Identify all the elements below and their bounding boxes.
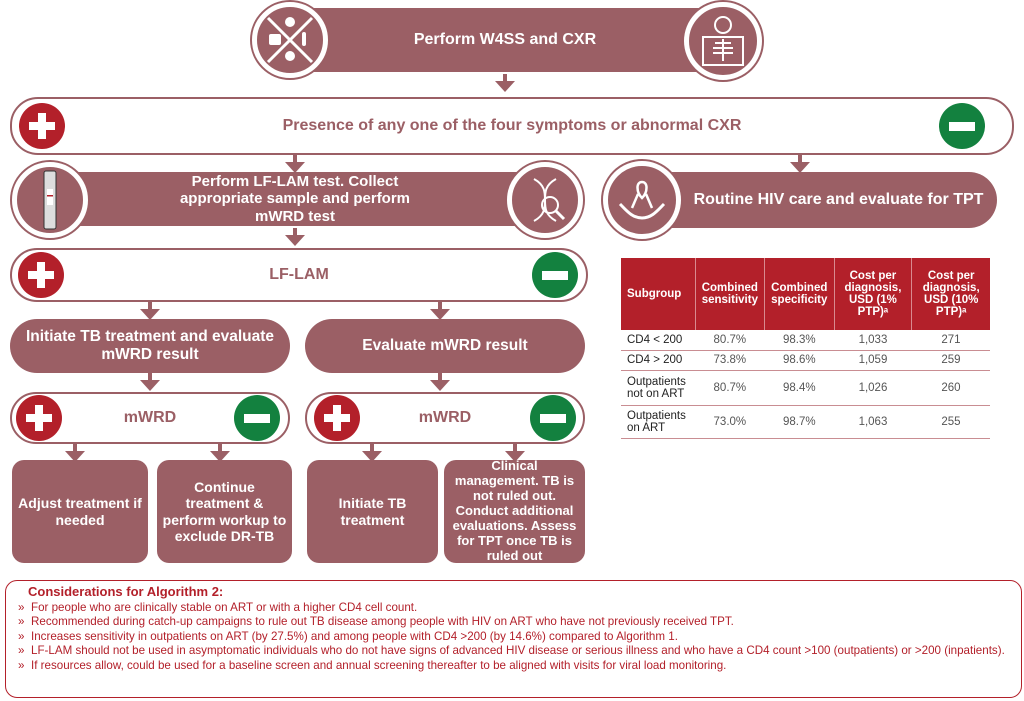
arrow-down [140, 373, 160, 391]
decision-label: LF-LAM [269, 266, 329, 283]
step-routine-hiv-care: Routine HIV care and evaluate for TPT [660, 172, 997, 228]
outcome-initiate-tb-treatment: Initiate TB treatment [307, 460, 438, 563]
table-row: Outpatients not on ART 80.7% 98.4% 1,026 260 [621, 370, 990, 406]
initiate-tb-treatment-step: Initiate TB treatment and evaluate mWRD … [10, 319, 290, 373]
decision-label: mWRD [123, 409, 177, 426]
arrow-down [140, 302, 160, 320]
table-cell: 271 [911, 330, 990, 351]
chest-xray-icon [684, 2, 762, 80]
plus-icon [16, 395, 62, 441]
arrow-down [430, 373, 450, 391]
symptoms-icon [252, 2, 328, 78]
minus-icon [532, 252, 578, 298]
plus-icon [314, 395, 360, 441]
lf-lam-strip-icon [12, 162, 88, 238]
table-cell: 80.7% [695, 330, 765, 351]
table-row: Outpatients on ART 73.0% 98.7% 1,063 255 [621, 405, 990, 439]
decision-label: mWRD [418, 409, 472, 426]
table-cell: 73.8% [695, 350, 765, 371]
minus-icon [234, 395, 280, 441]
plus-icon [18, 252, 64, 298]
table-cell: 98.6% [764, 350, 834, 371]
consideration-item: LF-LAM should not be used in asymptomati… [18, 644, 1009, 659]
consideration-item: Increases sensitivity in outpatients on … [18, 630, 1009, 645]
arrow-down [362, 444, 382, 462]
table-header: Subgroup [621, 258, 696, 330]
decision-lf-lam: LF-LAM [10, 248, 588, 302]
arrow-down [430, 302, 450, 320]
table-cell: 98.4% [764, 370, 834, 406]
table-cell: 1,033 [834, 330, 912, 351]
arrow-down [790, 155, 810, 173]
table-cell: Outpatients not on ART [621, 370, 696, 406]
table-cell: 255 [911, 405, 990, 439]
table-cell: CD4 < 200 [621, 330, 696, 351]
evaluate-mwrd-step: Evaluate mWRD result [305, 319, 585, 373]
table-cell: 1,026 [834, 370, 912, 406]
dna-search-icon [507, 162, 583, 238]
minus-icon [939, 103, 985, 149]
table-cell: 1,059 [834, 350, 912, 371]
table-cell: CD4 > 200 [621, 350, 696, 371]
arrow-down [495, 74, 515, 92]
table-row: CD4 > 200 73.8% 98.6% 1,059 259 [621, 350, 990, 371]
table-cell: 260 [911, 370, 990, 406]
decision-symptoms-cxr: Presence of any one of the four symptoms… [10, 97, 1014, 155]
minus-icon [530, 395, 576, 441]
table-header: Combined sensitivity [695, 258, 766, 330]
table-header: Combined specificity [764, 258, 835, 330]
table-row: CD4 < 200 80.7% 98.3% 1,033 271 [621, 330, 990, 351]
table-cell: 259 [911, 350, 990, 371]
arrow-down [505, 444, 525, 462]
table-cell: 73.0% [695, 405, 765, 439]
subgroup-performance-table: Subgroup Combined sensitivity Combined s… [621, 258, 990, 439]
plus-icon [19, 103, 65, 149]
table-cell: 98.7% [764, 405, 834, 439]
step-perform-lf-lam: Perform LF-LAM test. Collect appropriate… [70, 172, 520, 226]
outcome-continue-treatment: Continue treatment & perform workup to e… [157, 460, 292, 563]
outcome-clinical-management: Clinical management. TB is not ruled out… [444, 458, 585, 563]
arrow-down [285, 228, 305, 246]
consideration-item: For people who are clinically stable on … [18, 601, 1009, 616]
arrow-down [210, 444, 230, 462]
table-cell: 1,063 [834, 405, 912, 439]
arrow-down [65, 444, 85, 462]
table-header: Cost per diagnosis, USD (1% PTP)ᵃ [834, 258, 913, 330]
table-cell: 80.7% [695, 370, 765, 406]
consideration-item: Recommended during catch-up campaigns to… [18, 615, 1009, 630]
table-cell: Outpatients on ART [621, 405, 696, 439]
considerations-box: Considerations for Algorithm 2: For peop… [5, 580, 1022, 698]
arrow-down [285, 155, 305, 173]
table-header: Cost per diagnosis, USD (10% PTP)ᵃ [911, 258, 990, 330]
decision-label: Presence of any one of the four symptoms… [282, 117, 742, 134]
table-cell: 98.3% [764, 330, 834, 351]
consideration-item: If resources allow, could be used for a … [18, 659, 1009, 674]
considerations-title: Considerations for Algorithm 2: [28, 584, 224, 599]
outcome-adjust-treatment: Adjust treatment if needed [12, 460, 148, 563]
step-perform-w4ss-cxr: Perform W4SS and CXR [310, 8, 700, 72]
hands-ribbon-icon [603, 161, 681, 239]
